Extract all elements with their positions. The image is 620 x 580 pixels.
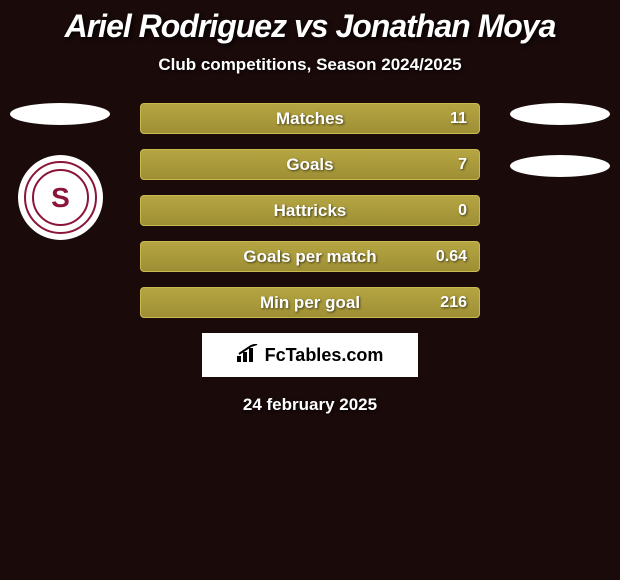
stat-value: 7 [458,156,467,174]
page-title: Ariel Rodriguez vs Jonathan Moya [0,0,620,45]
player-photo-placeholder-right-1 [510,103,610,125]
stat-label: Hattricks [274,201,347,221]
badge-letter: S [51,182,70,214]
stat-bar-hattricks: Hattricks 0 [140,195,480,226]
left-player-column: S [10,103,110,240]
brand-box: FcTables.com [202,333,418,377]
stat-bar-goals-per-match: Goals per match 0.64 [140,241,480,272]
stat-label: Goals [286,155,333,175]
player-photo-placeholder-right-2 [510,155,610,177]
bar-chart-icon [237,344,259,367]
comparison-infographic: Ariel Rodriguez vs Jonathan Moya Club co… [0,0,620,580]
date-label: 24 february 2025 [0,395,620,415]
player-photo-placeholder-left [10,103,110,125]
stat-label: Matches [276,109,344,129]
main-area: S Matches 11 Goals 7 Hattricks 0 Goals p… [0,103,620,318]
stat-value: 0.64 [436,248,467,266]
stat-value: 11 [450,110,467,128]
stat-bar-goals: Goals 7 [140,149,480,180]
stat-bar-min-per-goal: Min per goal 216 [140,287,480,318]
stat-label: Goals per match [243,247,376,267]
club-badge-saprissa: S [18,155,103,240]
stat-label: Min per goal [260,293,360,313]
subtitle: Club competitions, Season 2024/2025 [0,55,620,75]
badge-ring-inner: S [32,169,89,226]
right-player-column [510,103,610,207]
brand-text: FcTables.com [265,345,384,366]
stat-bar-matches: Matches 11 [140,103,480,134]
stat-value: 0 [458,202,467,220]
stats-bars: Matches 11 Goals 7 Hattricks 0 Goals per… [140,103,480,318]
stat-value: 216 [440,294,467,312]
